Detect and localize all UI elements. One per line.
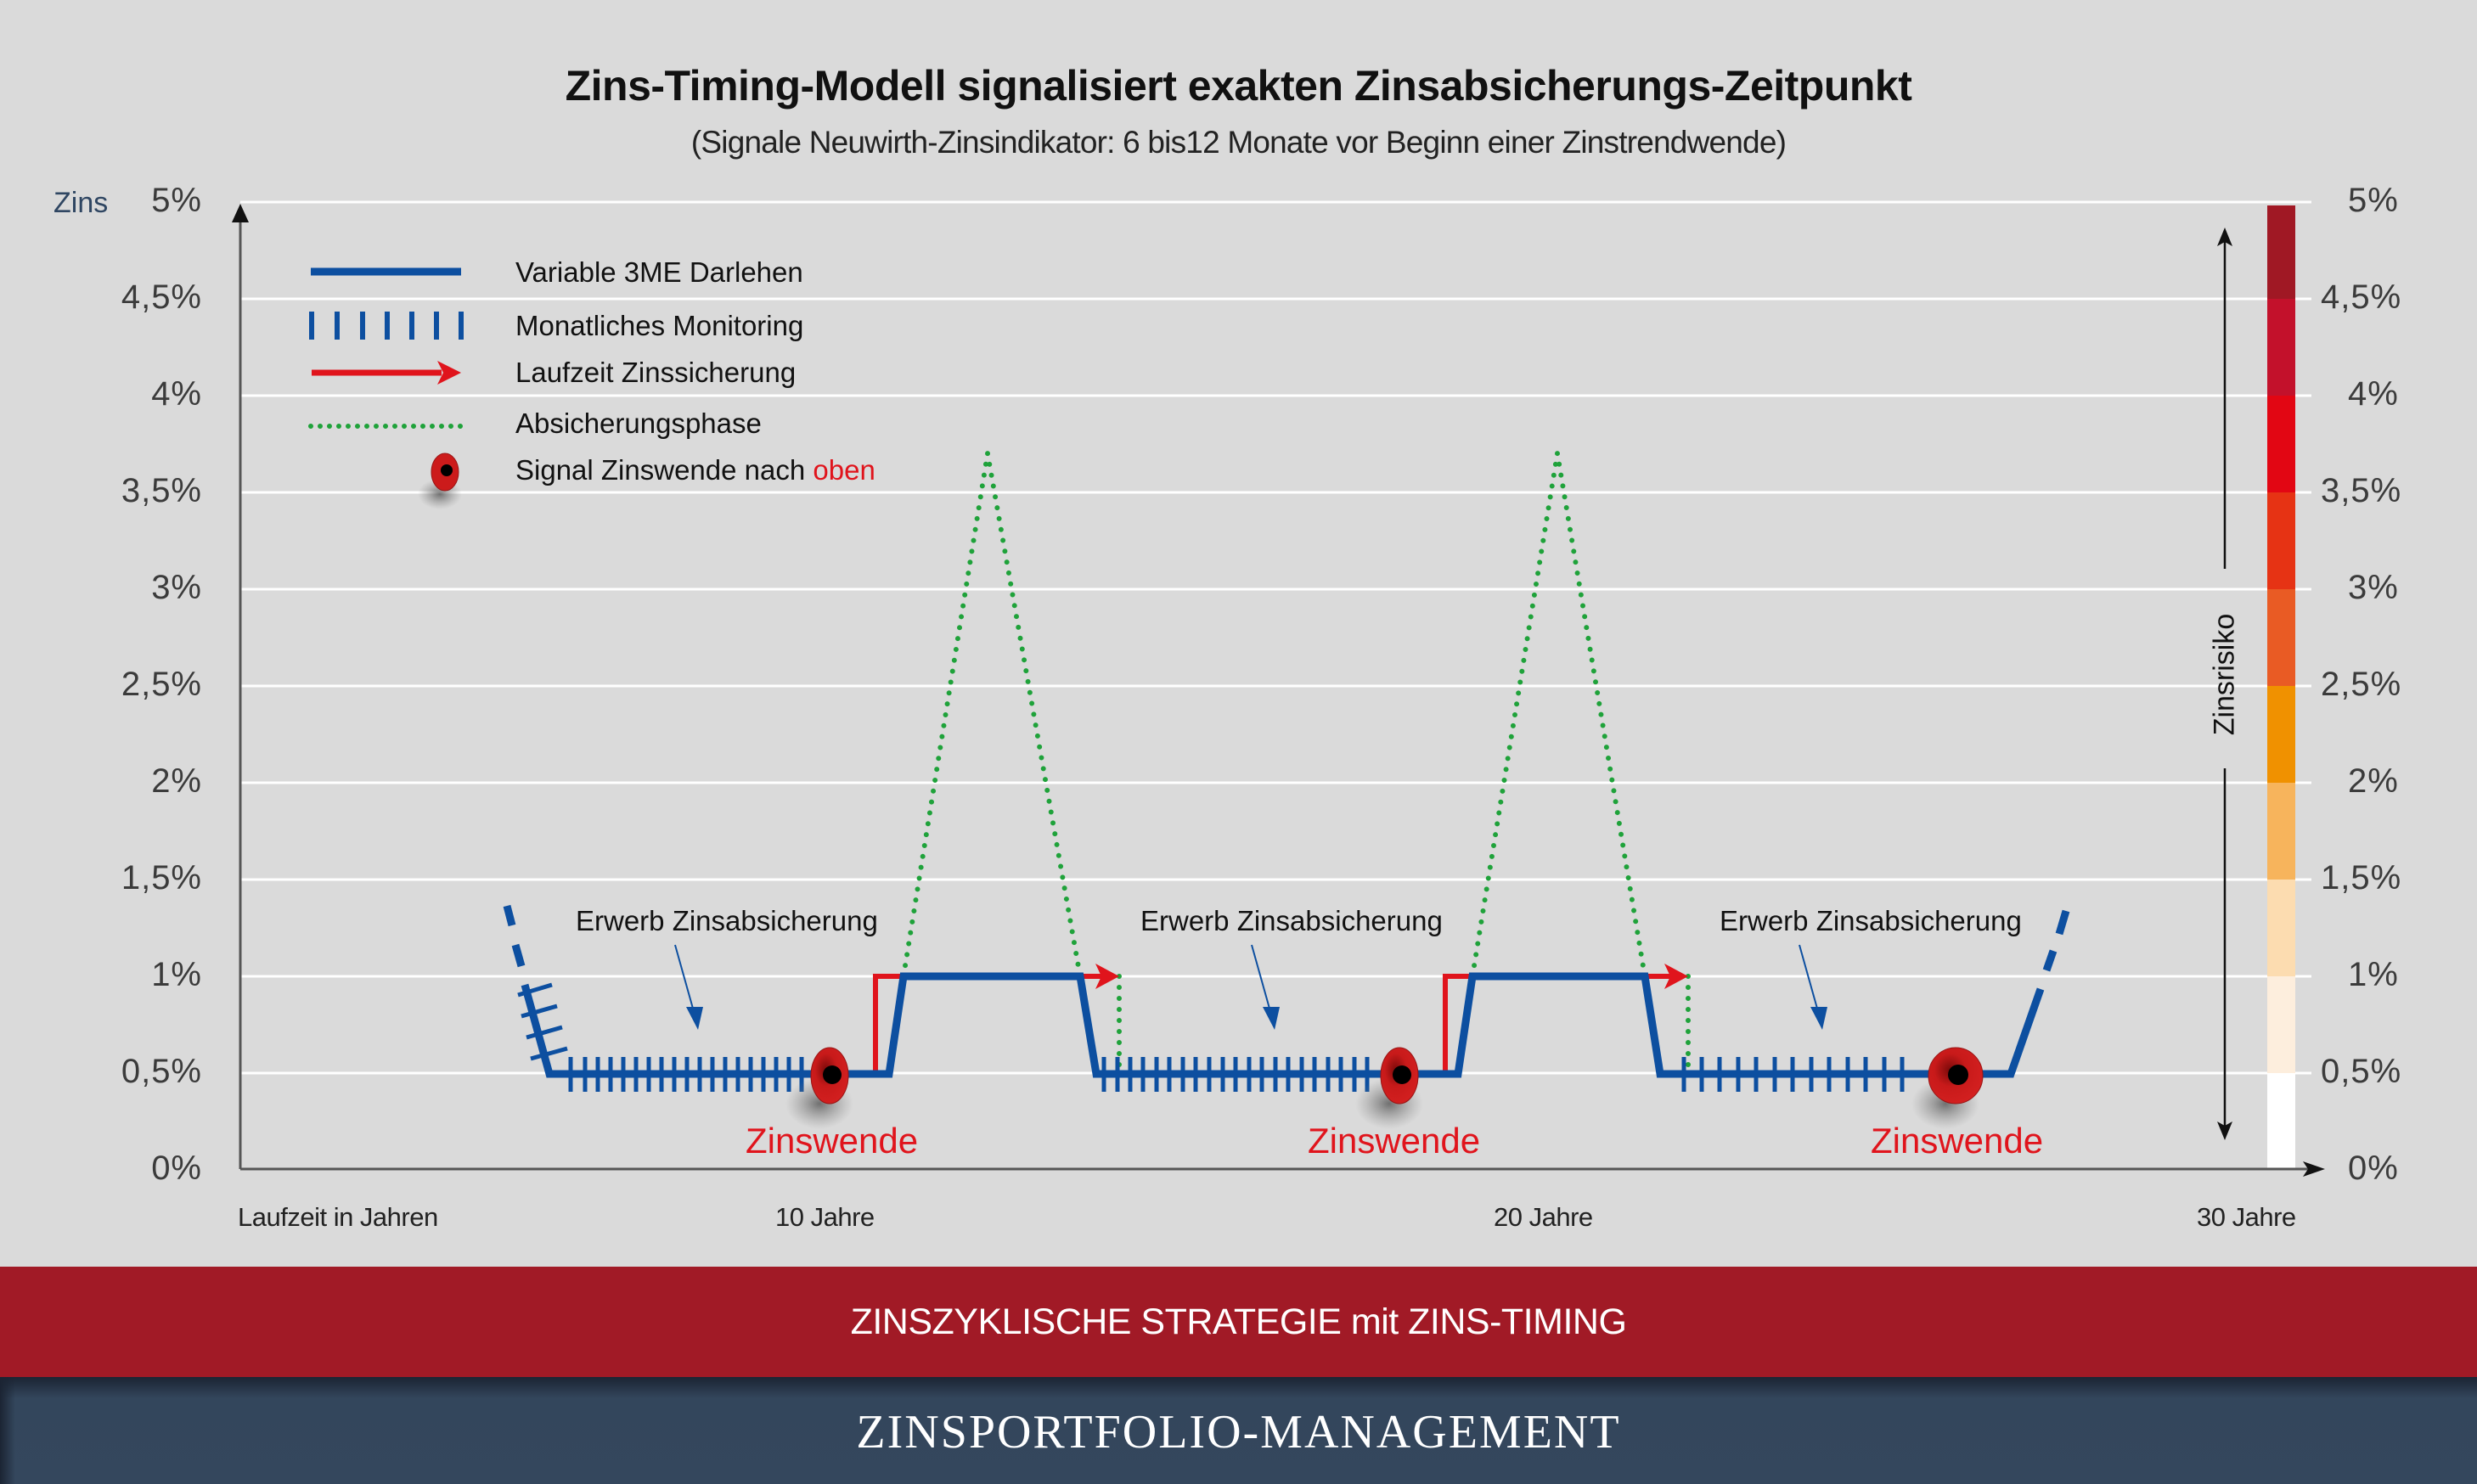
zinswende-signal-2-icon xyxy=(1355,1047,1423,1129)
y-tick-label: 0% xyxy=(151,1150,202,1187)
chart-plot xyxy=(232,200,2325,1177)
risk-up-arrow-icon xyxy=(2217,228,2232,246)
zinswende-signal-1-icon xyxy=(785,1047,853,1129)
phase-dotted-lines xyxy=(901,453,1691,1068)
y-tick-label: 2,5% xyxy=(121,666,202,703)
pointer-arrow-head-icon xyxy=(686,1007,703,1030)
strategy-label: ZINSZYKLISCHE STRATEGIE mit ZINS-TIMING xyxy=(850,1301,1627,1342)
risk-tick-label: 4,5% xyxy=(2321,278,2402,316)
hedge-arrow-head-icon xyxy=(1664,964,1688,989)
zinswende-label-2: Zinswende xyxy=(1308,1121,1481,1161)
brand-label: ZINSPORTFOLIO-MANAGEMENT xyxy=(856,1406,1621,1459)
legend-item-loan: Variable 3ME Darlehen xyxy=(515,256,803,288)
y-tick-label: 2% xyxy=(151,762,202,800)
legend-signal-label: Signal Zinswende nach xyxy=(515,454,813,486)
zinswende-label-3: Zinswende xyxy=(1871,1121,2044,1161)
legend-signal-highlight: oben xyxy=(813,454,875,486)
y-tick-label: 5% xyxy=(151,182,202,219)
y-axis-title: Zins xyxy=(53,187,109,219)
zinswende-signal-3-icon xyxy=(1911,1047,1984,1129)
annotation-pointers xyxy=(674,944,1820,1015)
y-tick-label: 0,5% xyxy=(121,1053,202,1090)
y-tick-label: 1% xyxy=(151,956,202,993)
x-tick-label: 10 Jahre xyxy=(775,1202,875,1232)
risk-tick-label: 1% xyxy=(2348,956,2399,993)
risk-tick-label: 0,5% xyxy=(2321,1053,2402,1090)
chart-title: Zins-Timing-Modell signalisiert exakten … xyxy=(565,62,1912,110)
x-tick-label: 30 Jahre xyxy=(2197,1202,2296,1232)
legend-symbols xyxy=(308,267,465,509)
strategy-band xyxy=(0,1267,2477,1377)
risk-tick-label: 2,5% xyxy=(2321,666,2402,703)
risk-tick-label: 5% xyxy=(2348,182,2399,219)
y-tick-label: 4,5% xyxy=(121,278,202,316)
annotation-erwerb-1: Erwerb Zinsabsicherung xyxy=(576,905,878,936)
x-axis-arrow-icon xyxy=(2303,1161,2325,1177)
legend-signal-icon xyxy=(418,453,462,509)
monitoring-ticks xyxy=(517,982,1905,1092)
risk-tick-label: 1,5% xyxy=(2321,859,2402,897)
x-axis-title: Laufzeit in Jahren xyxy=(238,1202,438,1232)
zinswende-label-1: Zinswende xyxy=(746,1121,919,1161)
risk-down-arrow-icon xyxy=(2217,1121,2232,1140)
risk-axis-label: Zinsrisiko xyxy=(2208,613,2241,736)
axes xyxy=(239,212,2310,1171)
annotation-erwerb-2: Erwerb Zinsabsicherung xyxy=(1140,905,1443,936)
legend-item-signal: Signal Zinswende nach oben xyxy=(515,454,875,486)
pointer-arrow-head-icon xyxy=(1810,1007,1827,1030)
x-tick-label: 20 Jahre xyxy=(1494,1202,1593,1232)
brand-band xyxy=(0,1377,2477,1484)
legend-item-monitoring: Monatliches Monitoring xyxy=(515,310,804,341)
y-axis-arrow-icon xyxy=(232,204,249,222)
y-tick-label: 1,5% xyxy=(121,859,202,897)
risk-tick-label: 3% xyxy=(2348,569,2399,606)
risk-tick-label: 4% xyxy=(2348,375,2399,413)
risk-color-scale xyxy=(2267,205,2295,1169)
y-tick-label: 3% xyxy=(151,569,202,606)
legend-item-phase: Absicherungsphase xyxy=(515,408,762,439)
y-tick-label: 3,5% xyxy=(121,472,202,509)
chart-subtitle: (Signale Neuwirth-Zinsindikator: 6 bis12… xyxy=(690,125,1787,160)
legend-item-hedge: Laufzeit Zinssicherung xyxy=(515,357,797,388)
risk-tick-label: 0% xyxy=(2348,1150,2399,1187)
legend-monitoring-ticks-icon xyxy=(309,312,464,340)
annotation-erwerb-3: Erwerb Zinsabsicherung xyxy=(1720,905,2022,936)
pointer-arrow-head-icon xyxy=(1263,1007,1280,1030)
y-tick-label: 4% xyxy=(151,375,202,413)
risk-tick-label: 2% xyxy=(2348,762,2399,800)
hedge-arrow-head-icon xyxy=(1095,964,1119,989)
risk-tick-label: 3,5% xyxy=(2321,472,2402,509)
